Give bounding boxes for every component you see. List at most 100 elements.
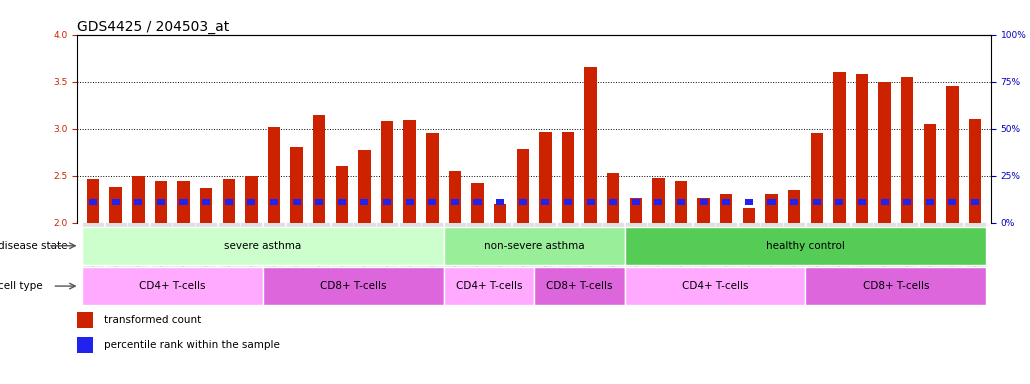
Bar xyxy=(722,199,730,205)
Bar xyxy=(245,176,258,223)
Text: disease state: disease state xyxy=(0,241,68,251)
Text: healthy control: healthy control xyxy=(766,241,845,251)
Bar xyxy=(677,199,685,205)
Bar xyxy=(87,179,99,223)
Bar xyxy=(200,188,212,223)
Bar xyxy=(270,199,278,205)
Bar xyxy=(179,199,187,205)
Text: transformed count: transformed count xyxy=(104,315,202,325)
Bar xyxy=(624,267,805,305)
Bar xyxy=(788,190,800,223)
Bar xyxy=(494,204,507,223)
Bar xyxy=(534,267,624,305)
Bar xyxy=(542,199,549,205)
Bar xyxy=(132,176,144,223)
Bar xyxy=(358,150,371,223)
Bar xyxy=(519,199,526,205)
Bar xyxy=(426,133,439,223)
Bar xyxy=(675,181,687,223)
Text: CD4+ T-cells: CD4+ T-cells xyxy=(682,281,748,291)
Bar xyxy=(406,199,414,205)
Bar xyxy=(652,177,664,223)
Bar xyxy=(381,121,393,223)
Bar xyxy=(451,199,459,205)
Bar xyxy=(154,181,167,223)
Bar xyxy=(157,199,165,205)
Bar xyxy=(77,337,94,353)
Bar xyxy=(293,199,301,205)
Bar xyxy=(111,199,119,205)
Bar xyxy=(202,199,210,205)
Bar xyxy=(813,199,821,205)
Bar xyxy=(516,149,529,223)
Bar xyxy=(881,199,889,205)
Bar xyxy=(428,199,437,205)
Bar xyxy=(609,199,617,205)
Bar xyxy=(336,166,348,223)
Bar xyxy=(767,199,776,205)
Bar xyxy=(315,199,323,205)
Bar xyxy=(225,199,233,205)
Bar xyxy=(81,267,263,305)
Text: CD4+ T-cells: CD4+ T-cells xyxy=(455,281,522,291)
Bar xyxy=(607,173,619,223)
Bar xyxy=(268,127,280,223)
Text: non-severe asthma: non-severe asthma xyxy=(484,241,584,251)
Bar xyxy=(313,114,325,223)
Bar xyxy=(89,199,97,205)
Text: GDS4425 / 204503_at: GDS4425 / 204503_at xyxy=(77,20,230,33)
Bar xyxy=(539,132,552,223)
Bar xyxy=(654,199,662,205)
Bar xyxy=(77,312,94,328)
Bar xyxy=(449,171,461,223)
Bar xyxy=(444,227,624,265)
Bar xyxy=(901,77,914,223)
Bar xyxy=(969,119,982,223)
Bar xyxy=(745,199,753,205)
Bar xyxy=(856,74,868,223)
Bar xyxy=(971,199,980,205)
Bar xyxy=(561,132,574,223)
Bar xyxy=(360,199,369,205)
Text: CD8+ T-cells: CD8+ T-cells xyxy=(546,281,613,291)
Bar xyxy=(720,195,732,223)
Bar xyxy=(109,187,122,223)
Bar xyxy=(790,199,798,205)
Bar xyxy=(177,181,190,223)
Bar xyxy=(765,194,778,223)
Bar xyxy=(404,120,416,223)
Bar xyxy=(699,199,708,205)
Bar xyxy=(811,133,823,223)
Bar xyxy=(835,199,844,205)
Bar xyxy=(631,199,640,205)
Bar xyxy=(338,199,346,205)
Bar xyxy=(833,72,846,223)
Bar xyxy=(586,199,594,205)
Text: cell type: cell type xyxy=(0,281,42,291)
Bar xyxy=(924,124,936,223)
Bar xyxy=(474,199,482,205)
Bar xyxy=(947,86,959,223)
Bar xyxy=(743,208,755,223)
Text: CD8+ T-cells: CD8+ T-cells xyxy=(863,281,929,291)
Bar xyxy=(629,198,642,223)
Bar xyxy=(858,199,866,205)
Bar xyxy=(949,199,957,205)
Text: percentile rank within the sample: percentile rank within the sample xyxy=(104,340,280,350)
Bar xyxy=(290,147,303,223)
Bar xyxy=(263,267,444,305)
Bar xyxy=(564,199,572,205)
Bar xyxy=(81,227,444,265)
Bar xyxy=(926,199,934,205)
Bar xyxy=(222,179,235,223)
Bar xyxy=(444,267,534,305)
Bar xyxy=(879,82,891,223)
Bar xyxy=(624,227,987,265)
Text: severe asthma: severe asthma xyxy=(225,241,302,251)
Text: CD4+ T-cells: CD4+ T-cells xyxy=(139,281,205,291)
Bar xyxy=(247,199,255,205)
Bar xyxy=(134,199,142,205)
Bar xyxy=(383,199,391,205)
Bar xyxy=(472,183,484,223)
Bar xyxy=(584,68,596,223)
